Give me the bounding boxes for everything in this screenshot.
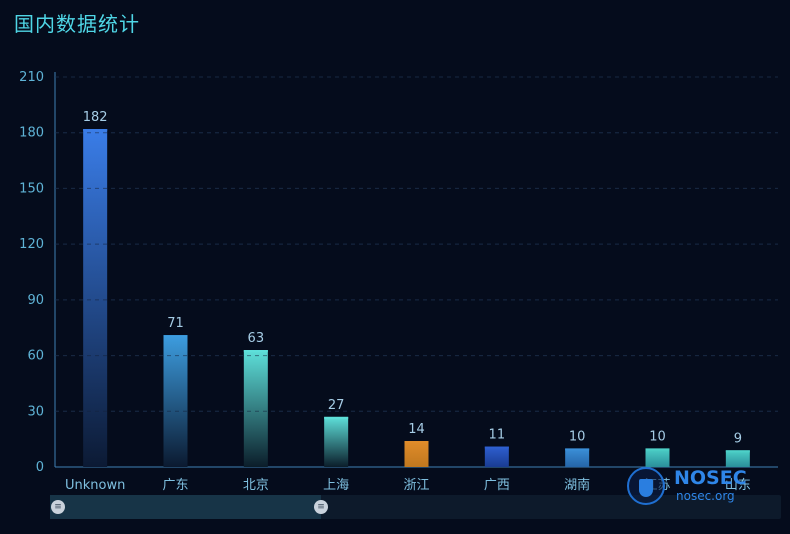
x-tick-label: 广东: [162, 478, 188, 493]
x-tick-label: 湖南: [564, 477, 590, 493]
y-tick-label: 30: [27, 404, 44, 419]
bar-top-8: [725, 450, 750, 453]
x-tick-label: 山东: [725, 478, 751, 493]
watermark-url: nosec.org: [676, 489, 735, 503]
data-label: 10: [569, 429, 586, 444]
bar-2: [243, 350, 268, 467]
data-label: 71: [167, 316, 184, 331]
y-tick-label: 120: [19, 237, 44, 252]
x-tick-label: Unknown: [65, 478, 125, 493]
bar-3: [324, 416, 349, 467]
y-tick-label: 90: [27, 293, 44, 308]
data-label: 63: [248, 331, 265, 346]
bar-1: [163, 335, 188, 467]
bar-top-1: [163, 335, 188, 338]
data-label: 9: [734, 431, 742, 446]
chart-title: 国内数据统计: [14, 12, 140, 36]
nosec-logo-icon: [627, 467, 665, 505]
zoom-end-handle[interactable]: ≡: [314, 500, 328, 514]
bar-top-5: [484, 446, 509, 449]
data-label: 14: [408, 422, 425, 437]
x-tick-label: 浙江: [403, 478, 429, 493]
bar-top-2: [243, 350, 268, 352]
watermark-name: NOSEC: [674, 467, 747, 489]
data-zoom-selected-range[interactable]: [50, 495, 321, 519]
bar-4: [404, 441, 429, 467]
bar-5: [484, 446, 509, 467]
bar-0: [83, 129, 108, 467]
bar-top-3: [324, 416, 349, 419]
x-tick-label: 上海: [323, 478, 349, 493]
bar-8: [725, 450, 750, 467]
y-tick-label: 0: [36, 460, 44, 475]
zoom-start-handle[interactable]: ≡: [51, 500, 65, 514]
y-tick-label: 210: [19, 70, 44, 85]
bar-top-7: [645, 448, 670, 451]
bar-top-0: [83, 129, 108, 131]
data-label: 182: [83, 110, 108, 125]
x-tick-label: 北京: [243, 478, 269, 493]
bar-6: [565, 448, 590, 467]
data-label: 27: [328, 398, 345, 413]
data-zoom-slider[interactable]: ≡ ≡: [50, 495, 781, 519]
data-label: 11: [489, 428, 506, 443]
bar-top-6: [565, 448, 590, 451]
watermark-logo: NOSEC nosec.org: [627, 465, 777, 513]
y-tick-label: 150: [19, 181, 44, 196]
y-tick-label: 60: [27, 349, 44, 364]
y-tick-label: 180: [19, 126, 44, 141]
bar-7: [645, 448, 670, 467]
data-label: 10: [649, 429, 666, 444]
x-tick-label: 广西: [484, 478, 510, 493]
bar-top-4: [404, 441, 429, 443]
